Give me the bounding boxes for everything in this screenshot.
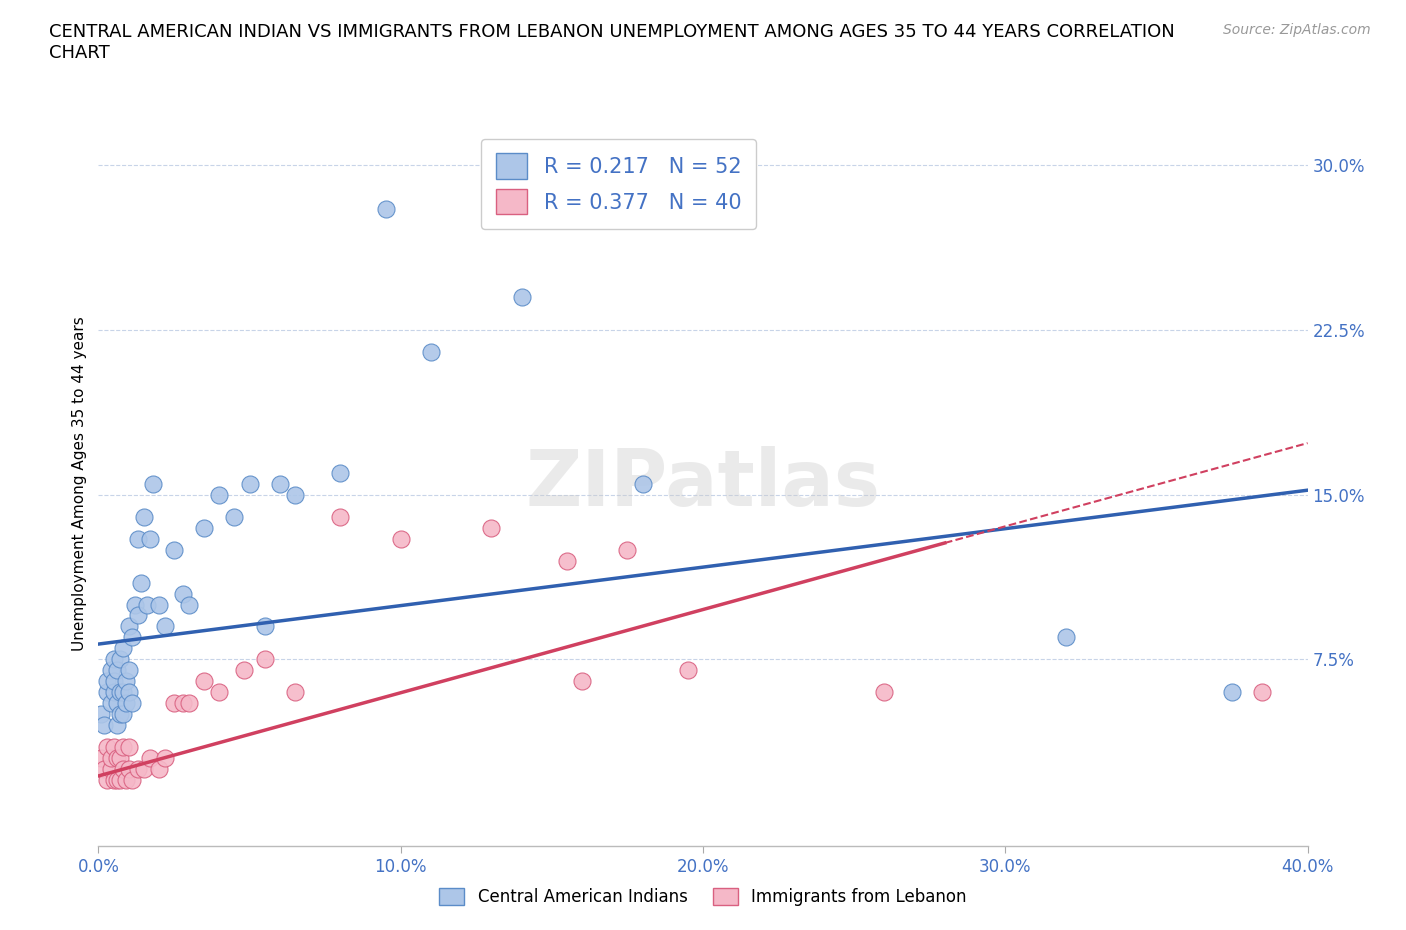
Point [329,509,352,524]
Point [208,685,231,700]
Point [103,652,125,667]
Point [135,597,157,612]
Point [111,707,134,722]
Point [284,487,307,502]
Point [127,608,149,623]
Point [118,740,141,755]
Point [111,740,134,755]
Legend: Central American Indians, Immigrants from Lebanon: Central American Indians, Immigrants fro… [433,881,973,912]
Point [93,718,115,733]
Point [148,597,170,612]
Point [374,202,396,217]
Point [148,762,170,777]
Point [118,619,141,634]
Point [105,751,128,765]
Point [114,674,136,689]
Point [172,586,194,601]
Point [139,751,162,765]
Point [163,696,186,711]
Point [253,652,276,667]
Point [121,696,143,711]
Point [93,762,115,777]
Point [132,762,155,777]
Point [118,663,141,678]
Point [108,707,131,722]
Point [179,597,201,612]
Point [90,707,112,722]
Point [420,344,443,359]
Point [224,509,246,524]
Text: Source: ZipAtlas.com: Source: ZipAtlas.com [1223,23,1371,37]
Point [100,751,122,765]
Point [142,476,165,491]
Point [208,487,231,502]
Point [555,553,578,568]
Point [108,773,131,788]
Point [111,641,134,656]
Point [108,685,131,700]
Point [481,520,503,535]
Point [616,542,638,557]
Point [179,696,201,711]
Point [153,751,176,765]
Text: CENTRAL AMERICAN INDIAN VS IMMIGRANTS FROM LEBANON UNEMPLOYMENT AMONG AGES 35 TO: CENTRAL AMERICAN INDIAN VS IMMIGRANTS FR… [49,23,1175,62]
Point [172,696,194,711]
Point [676,663,699,678]
Point [121,630,143,644]
Point [631,476,654,491]
Point [873,685,896,700]
Point [139,531,162,546]
Y-axis label: Unemployment Among Ages 35 to 44 years: Unemployment Among Ages 35 to 44 years [72,316,87,651]
Point [111,685,134,700]
Point [100,696,122,711]
Point [100,663,122,678]
Point [121,773,143,788]
Point [510,289,533,304]
Point [253,619,276,634]
Point [269,476,291,491]
Point [114,696,136,711]
Point [232,663,254,678]
Point [105,718,128,733]
Point [108,751,131,765]
Point [118,762,141,777]
Point [284,685,307,700]
Point [132,509,155,524]
Point [96,674,118,689]
Point [96,685,118,700]
Point [103,685,125,700]
Point [129,575,152,590]
Point [389,531,412,546]
Point [127,531,149,546]
Point [118,685,141,700]
Point [105,663,128,678]
Point [105,696,128,711]
Point [193,674,215,689]
Point [103,740,125,755]
Point [114,773,136,788]
Point [1251,685,1274,700]
Point [1220,685,1243,700]
Point [239,476,262,491]
Point [100,762,122,777]
Point [163,542,186,557]
Point [153,619,176,634]
Point [108,652,131,667]
Point [124,597,146,612]
Point [193,520,215,535]
Point [111,762,134,777]
Point [90,751,112,765]
Point [96,773,118,788]
Point [127,762,149,777]
Point [571,674,593,689]
Text: ZIPatlas: ZIPatlas [526,445,880,522]
Point [96,740,118,755]
Point [103,674,125,689]
Point [1054,630,1077,644]
Point [105,773,128,788]
Point [329,465,352,480]
Point [103,773,125,788]
Legend: R = 0.217   N = 52, R = 0.377   N = 40: R = 0.217 N = 52, R = 0.377 N = 40 [481,139,755,229]
